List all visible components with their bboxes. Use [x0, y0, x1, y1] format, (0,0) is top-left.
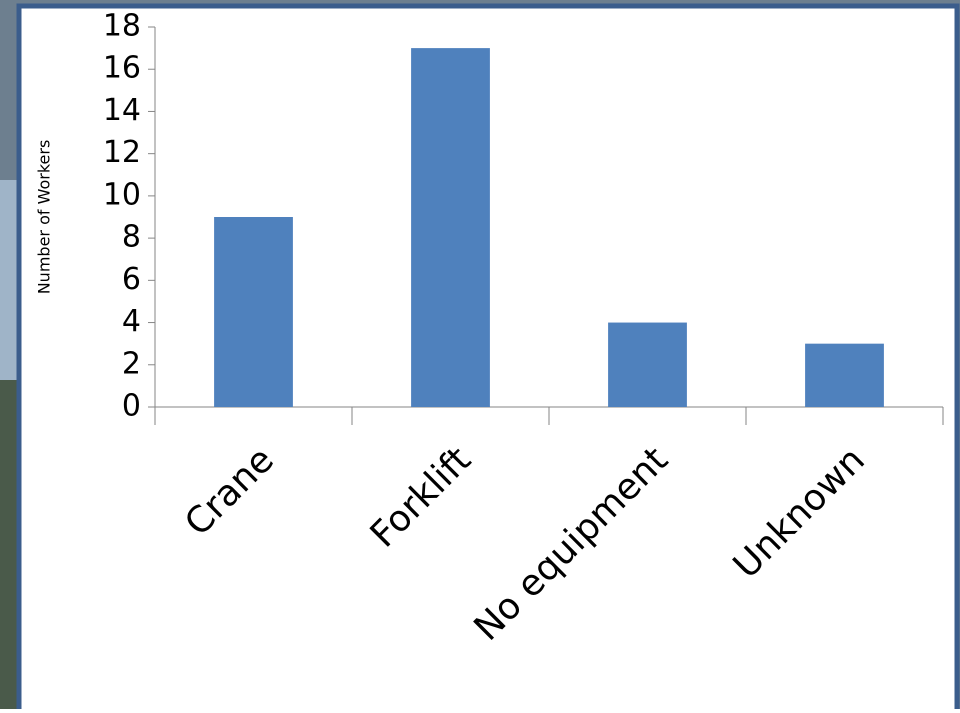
y-tick-label: 16	[103, 51, 141, 86]
y-tick-label: 14	[103, 93, 141, 128]
bar	[805, 343, 884, 407]
background-photo-detail	[0, 380, 18, 709]
background-photo-detail	[0, 180, 18, 380]
y-tick-label: 6	[122, 262, 141, 297]
y-tick-label: 10	[103, 177, 141, 212]
y-tick-label: 18	[103, 9, 141, 44]
bar	[411, 48, 490, 407]
y-tick-label: 2	[122, 346, 141, 381]
y-tick-label: 4	[122, 304, 141, 339]
bar	[214, 217, 293, 407]
y-axis-title: Number of Workers	[35, 140, 54, 295]
bar	[608, 322, 687, 407]
y-tick-label: 12	[103, 135, 141, 170]
y-tick-label: 8	[122, 220, 141, 255]
y-tick-label: 0	[122, 389, 141, 424]
